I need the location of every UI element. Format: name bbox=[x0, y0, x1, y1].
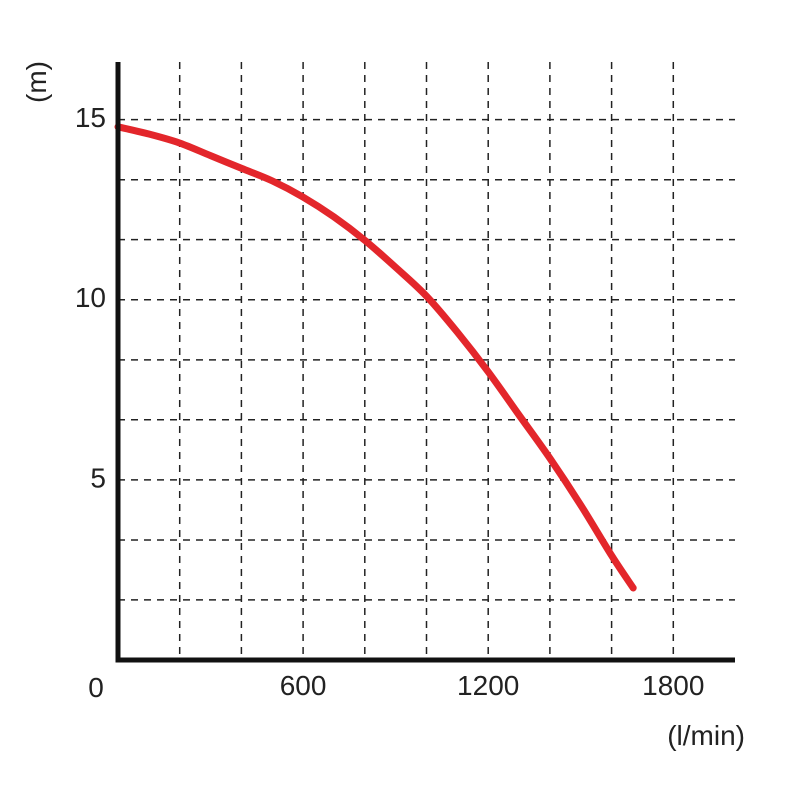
y-tick-label-5: 5 bbox=[90, 462, 106, 493]
x-axis-label: (l/min) bbox=[667, 720, 745, 751]
y-tick-label-15: 15 bbox=[75, 102, 106, 133]
series-layer bbox=[114, 123, 637, 592]
x-tick-label-1800: 1800 bbox=[642, 670, 704, 701]
x-tick-label-600: 600 bbox=[280, 670, 327, 701]
axes bbox=[115, 62, 735, 663]
tick-labels: 600 1200 1800 5 10 15 bbox=[75, 102, 705, 701]
origin-label: 0 bbox=[88, 672, 104, 703]
y-axis-label: (m) bbox=[21, 61, 52, 103]
grid bbox=[118, 62, 735, 660]
series-line-1 bbox=[114, 123, 637, 592]
x-tick-label-1200: 1200 bbox=[457, 670, 519, 701]
y-tick-label-10: 10 bbox=[75, 282, 106, 313]
